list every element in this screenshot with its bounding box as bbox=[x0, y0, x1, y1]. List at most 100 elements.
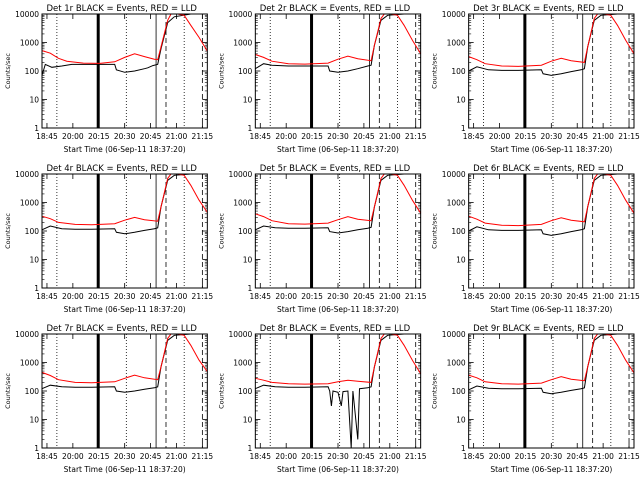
x-tick-label: 20:30 bbox=[114, 452, 136, 461]
x-tick-label: 21:15 bbox=[405, 292, 427, 301]
y-tick-label: 1000 bbox=[447, 359, 466, 368]
x-tick-label: 20:45 bbox=[353, 292, 375, 301]
lld-series-line bbox=[468, 173, 635, 227]
x-tick-label: 20:00 bbox=[62, 292, 84, 301]
plot-frame bbox=[41, 13, 208, 129]
x-tick-label: 20:30 bbox=[541, 132, 563, 141]
lld-series-line bbox=[41, 13, 208, 64]
y-tick-label: 10 bbox=[456, 256, 466, 265]
plot-frame bbox=[468, 13, 635, 129]
x-tick-label: 21:00 bbox=[592, 292, 614, 301]
events-series-line bbox=[255, 13, 421, 73]
x-tick-label: 20:45 bbox=[140, 452, 162, 461]
y-tick-label: 10 bbox=[243, 96, 253, 105]
y-tick-label: 10000 bbox=[228, 170, 252, 179]
events-series-line bbox=[255, 333, 421, 449]
events-series-line bbox=[468, 173, 634, 236]
y-tick-label: 1 bbox=[34, 444, 39, 453]
y-tick-label: 100 bbox=[238, 67, 253, 76]
x-tick-label: 20:15 bbox=[301, 452, 323, 461]
x-tick-label: 21:15 bbox=[618, 292, 640, 301]
plot-frame bbox=[41, 333, 208, 449]
chart-panel-9: Det 9r BLACK = Events, RED = LLD Counts/s… bbox=[431, 324, 640, 474]
x-axis-label: Start Time (06-Sep-11 18:37:20) bbox=[490, 465, 612, 474]
lld-series-line bbox=[255, 13, 422, 65]
y-tick-label: 10000 bbox=[15, 10, 39, 19]
y-tick-label: 100 bbox=[238, 387, 253, 396]
x-tick-label: 20:00 bbox=[275, 132, 297, 141]
chart-panel-8: Det 8r BLACK = Events, RED = LLD Counts/s… bbox=[217, 324, 426, 474]
x-tick-label: 20:45 bbox=[566, 452, 588, 461]
y-tick-label: 10 bbox=[29, 256, 39, 265]
x-tick-label: 21:00 bbox=[166, 452, 188, 461]
x-tick-label: 20:15 bbox=[88, 452, 110, 461]
chart-title: Det 2r BLACK = Events, RED = LLD bbox=[260, 4, 411, 14]
y-tick-label: 10000 bbox=[228, 10, 252, 19]
x-tick-label: 20:15 bbox=[515, 132, 537, 141]
y-axis-label: Counts/sec bbox=[4, 373, 12, 409]
x-axis-label: Start Time (06-Sep-11 18:37:20) bbox=[490, 305, 612, 314]
lld-series-line bbox=[41, 333, 208, 384]
x-tick-label: 18:45 bbox=[249, 292, 271, 301]
events-series-line bbox=[255, 173, 421, 234]
x-tick-label: 18:45 bbox=[463, 292, 485, 301]
x-tick-label: 20:00 bbox=[275, 292, 297, 301]
x-tick-label: 20:15 bbox=[515, 452, 537, 461]
y-tick-label: 10000 bbox=[15, 170, 39, 179]
y-tick-label: 100 bbox=[238, 227, 253, 236]
y-tick-label: 10 bbox=[29, 416, 39, 425]
y-tick-label: 1 bbox=[34, 124, 39, 133]
x-tick-label: 20:15 bbox=[515, 292, 537, 301]
y-tick-label: 10000 bbox=[15, 330, 39, 339]
plot-frame bbox=[41, 173, 208, 289]
x-tick-label: 20:45 bbox=[140, 292, 162, 301]
chart-title: Det 6r BLACK = Events, RED = LLD bbox=[473, 164, 624, 174]
chart-title: Det 1r BLACK = Events, RED = LLD bbox=[46, 4, 197, 14]
y-tick-label: 10 bbox=[29, 96, 39, 105]
x-tick-label: 21:00 bbox=[379, 132, 401, 141]
x-tick-label: 20:45 bbox=[353, 452, 375, 461]
lld-series-line bbox=[468, 13, 635, 67]
y-tick-label: 1000 bbox=[20, 199, 39, 208]
x-tick-label: 21:00 bbox=[379, 452, 401, 461]
y-axis-label: Counts/sec bbox=[431, 373, 439, 409]
lld-series-line bbox=[255, 333, 422, 385]
y-tick-label: 1 bbox=[461, 444, 466, 453]
x-tick-label: 20:30 bbox=[327, 132, 349, 141]
x-tick-label: 20:00 bbox=[275, 452, 297, 461]
lld-series-line bbox=[41, 173, 208, 226]
chart-title: Det 3r BLACK = Events, RED = LLD bbox=[473, 4, 624, 14]
y-tick-label: 10000 bbox=[442, 170, 466, 179]
y-axis-label: Counts/sec bbox=[431, 213, 439, 249]
y-tick-label: 100 bbox=[451, 67, 466, 76]
x-tick-label: 18:45 bbox=[463, 452, 485, 461]
y-tick-label: 1 bbox=[34, 284, 39, 293]
plot-frame bbox=[254, 173, 422, 289]
y-tick-label: 100 bbox=[25, 227, 40, 236]
plot-frame bbox=[468, 173, 635, 289]
x-axis-label: Start Time (06-Sep-11 18:37:20) bbox=[64, 145, 186, 154]
x-axis-label: Start Time (06-Sep-11 18:37:20) bbox=[64, 465, 186, 474]
x-tick-label: 20:00 bbox=[62, 132, 84, 141]
y-tick-label: 1 bbox=[248, 124, 253, 133]
plot-frame bbox=[254, 13, 422, 129]
plot-frame bbox=[254, 333, 422, 449]
y-axis-label: Counts/sec bbox=[217, 373, 225, 409]
x-tick-label: 20:30 bbox=[327, 452, 349, 461]
y-tick-label: 1000 bbox=[233, 199, 252, 208]
x-axis-label: Start Time (06-Sep-11 18:37:20) bbox=[277, 305, 399, 314]
y-axis-label: Counts/sec bbox=[217, 213, 225, 249]
chart-panel-4: Det 4r BLACK = Events, RED = LLD Counts/s… bbox=[4, 164, 213, 314]
x-tick-label: 20:00 bbox=[489, 452, 511, 461]
y-tick-label: 1 bbox=[248, 444, 253, 453]
y-tick-label: 10 bbox=[456, 96, 466, 105]
x-axis-label: Start Time (06-Sep-11 18:37:20) bbox=[277, 465, 399, 474]
x-tick-label: 21:15 bbox=[618, 452, 640, 461]
lld-series-line bbox=[468, 333, 635, 385]
x-tick-label: 20:30 bbox=[327, 292, 349, 301]
chart-panel-7: Det 7r BLACK = Events, RED = LLD Counts/s… bbox=[4, 324, 213, 474]
x-tick-label: 18:45 bbox=[463, 132, 485, 141]
x-tick-label: 20:15 bbox=[301, 292, 323, 301]
y-tick-label: 1000 bbox=[20, 359, 39, 368]
x-tick-label: 20:30 bbox=[114, 292, 136, 301]
